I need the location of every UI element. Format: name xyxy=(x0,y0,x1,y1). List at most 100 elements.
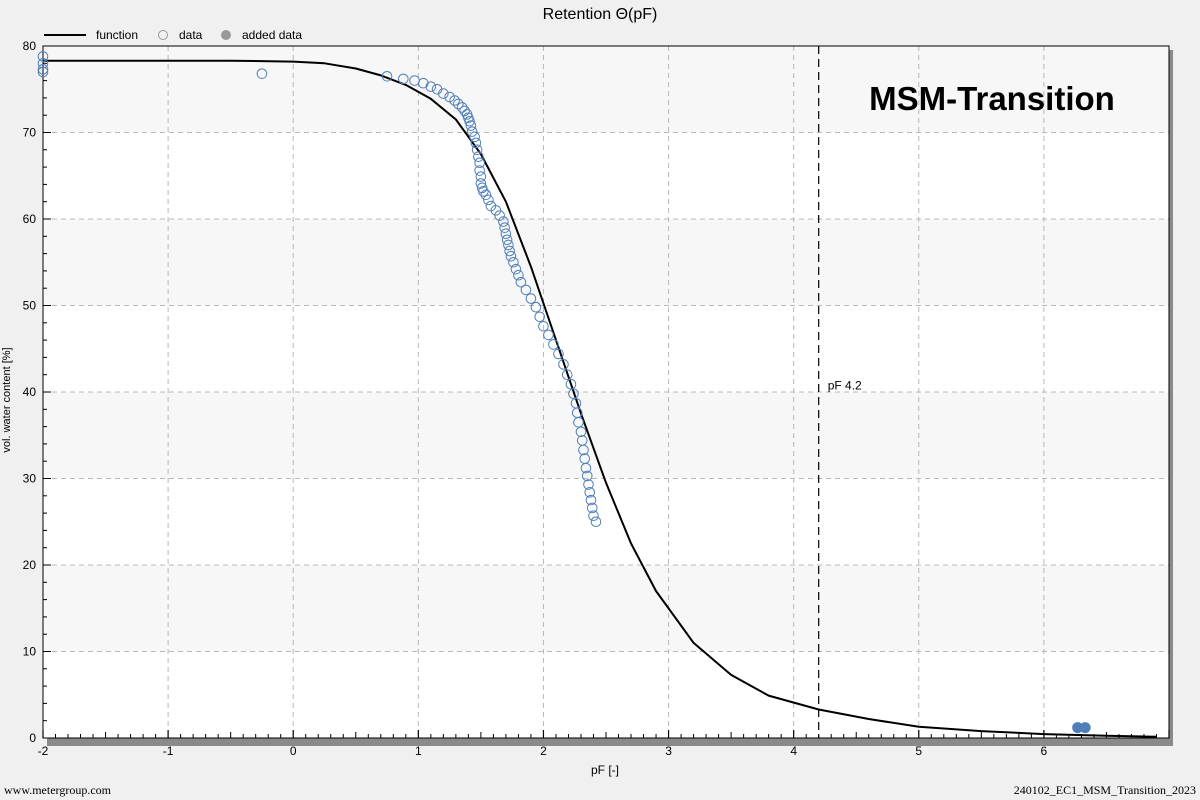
data-point xyxy=(585,494,597,506)
data-point xyxy=(499,222,510,233)
chart-title: Retention Θ(pF) xyxy=(543,6,658,23)
grid xyxy=(43,46,1169,738)
data-point xyxy=(580,462,592,474)
data-point xyxy=(548,339,559,350)
data-point xyxy=(583,479,594,490)
plot-bands xyxy=(43,46,1169,738)
data-point xyxy=(438,88,449,99)
data-point xyxy=(558,359,569,370)
y-tick-label: 70 xyxy=(23,126,37,140)
data-point xyxy=(474,165,485,176)
data-series xyxy=(37,51,602,528)
data-point xyxy=(534,311,545,323)
data-point xyxy=(469,131,480,143)
y-tick-label: 0 xyxy=(29,731,36,745)
legend-added-data-swatch xyxy=(221,30,231,40)
data-point xyxy=(494,210,505,221)
legend-function-label: function xyxy=(96,28,138,42)
plot-band xyxy=(43,478,1169,565)
data-point xyxy=(568,388,579,400)
x-tick-label: 5 xyxy=(915,744,922,758)
x-tick-label: 0 xyxy=(290,744,297,758)
data-point xyxy=(478,186,489,197)
legend-data-swatch xyxy=(158,30,168,40)
x-tick-label: 4 xyxy=(790,744,797,758)
x-tick-label: 6 xyxy=(1041,744,1048,758)
data-point xyxy=(575,426,587,438)
legend-data-label: data xyxy=(179,28,203,42)
data-point xyxy=(553,348,564,360)
data-point xyxy=(475,178,487,189)
data-point xyxy=(578,444,589,456)
y-tick-labels: 0 10 20 30 40 50 60 70 80 xyxy=(23,39,37,745)
data-point xyxy=(37,64,49,75)
footer-file-name: 240102_EC1_MSM_Transition_2023 xyxy=(1013,783,1196,797)
data-point xyxy=(505,250,517,262)
y-tick-label: 40 xyxy=(23,385,37,399)
plot-band xyxy=(43,392,1169,479)
data-point xyxy=(473,151,484,163)
x-tick-label: -1 xyxy=(163,744,174,758)
plot-band xyxy=(43,219,1169,306)
plot-band xyxy=(43,565,1169,652)
data-point xyxy=(470,137,482,149)
data-point xyxy=(573,416,584,428)
data-point xyxy=(561,369,573,381)
data-point xyxy=(453,98,464,110)
data-point xyxy=(498,216,509,227)
data-point xyxy=(515,276,527,288)
data-point xyxy=(584,487,596,498)
data-point xyxy=(510,263,522,275)
data-point xyxy=(471,144,483,156)
data-point xyxy=(508,256,519,268)
footer-website: www.metergroup.com xyxy=(4,783,111,797)
data-point xyxy=(565,378,577,390)
data-point xyxy=(504,245,515,257)
data-point xyxy=(464,115,475,127)
data-point xyxy=(513,269,524,281)
function-line xyxy=(43,59,1157,738)
x-axis-label: pF [-] xyxy=(591,763,619,777)
y-tick-label: 30 xyxy=(23,472,37,486)
data-point xyxy=(500,228,512,240)
x-tick-label: 3 xyxy=(665,744,672,758)
data-point xyxy=(581,470,593,482)
y-axis-label: vol. water content [%] xyxy=(1,347,13,452)
x-tick-label: -2 xyxy=(38,744,49,758)
y-tick-label: 20 xyxy=(23,558,37,572)
legend: function data added data xyxy=(44,28,302,42)
data-point xyxy=(503,239,514,251)
data-point xyxy=(474,157,485,169)
pf-reference-label: pF 4.2 xyxy=(828,378,862,392)
data-point xyxy=(475,171,487,182)
y-tick-label: 10 xyxy=(23,645,37,659)
data-point xyxy=(465,120,477,131)
data-point xyxy=(520,284,532,296)
data-point xyxy=(586,502,598,514)
data-point xyxy=(525,293,537,304)
data-point xyxy=(543,329,554,341)
data-point xyxy=(256,68,268,79)
data-point xyxy=(37,58,49,69)
y-tick-label: 50 xyxy=(23,299,37,313)
data-point xyxy=(398,73,409,85)
data-point xyxy=(483,194,494,206)
y-tick-label: 60 xyxy=(23,212,37,226)
data-point xyxy=(37,51,49,62)
chart-annotation: MSM-Transition xyxy=(869,80,1115,117)
data-point xyxy=(538,320,549,332)
data-point xyxy=(449,95,460,106)
data-point xyxy=(501,234,513,246)
x-tick-labels: -2 -1 0 1 2 3 4 5 6 xyxy=(38,744,1048,758)
data-point xyxy=(381,70,393,82)
data-point xyxy=(530,301,542,313)
x-tick-label: 2 xyxy=(540,744,547,758)
legend-added-data-label: added data xyxy=(242,28,302,42)
plot-band xyxy=(43,132,1169,219)
plot-band xyxy=(43,305,1169,392)
added-data-point xyxy=(1079,722,1091,734)
data-point xyxy=(459,105,470,117)
plot-frame xyxy=(42,45,1170,739)
plot-band xyxy=(43,651,1169,738)
